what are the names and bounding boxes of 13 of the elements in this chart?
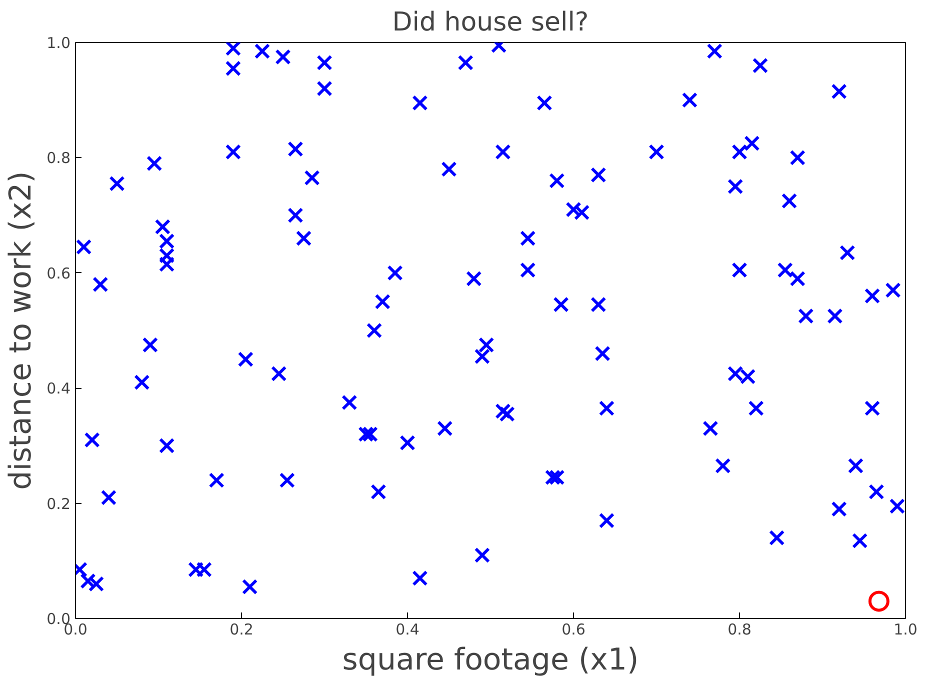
y-tick-label: 0.4: [46, 380, 71, 398]
y-axis-title: distance to work (x2): [4, 171, 39, 490]
y-tick-label: 0.6: [46, 264, 71, 282]
x-tick-label: 0.6: [562, 620, 586, 638]
x-tick-label: 1.0: [894, 620, 918, 638]
chart-title: Did house sell?: [392, 8, 589, 38]
x-tick-label: 0.4: [396, 620, 420, 638]
x-axis-title: square footage (x1): [342, 642, 639, 678]
y-tick-label: 0.8: [46, 149, 71, 168]
x-tick-label: 0.2: [230, 620, 254, 638]
x-tick-label: 0.8: [728, 620, 752, 638]
y-tick-label: 1.0: [46, 34, 71, 52]
y-tick-label: 0.2: [46, 494, 71, 513]
